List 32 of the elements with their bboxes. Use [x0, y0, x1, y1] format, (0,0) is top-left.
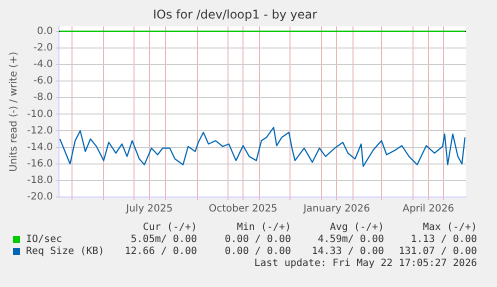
y-tick-label: -18.0 [27, 175, 53, 186]
text: Last update: Fri May 22 17:05:27 2026 [254, 258, 477, 270]
y-tick-label: -8.0 [33, 92, 53, 104]
text: 1.13 / 0.00 [410, 234, 477, 246]
y-tick-label: -14.0 [27, 142, 53, 153]
text: Avg (-/+) [330, 222, 384, 234]
text: Cur (-/+) [142, 222, 197, 234]
text: Max (-/+) [422, 222, 477, 234]
text: 14.33 / 0.00 [312, 246, 384, 258]
text: 0.00 / 0.00 [224, 246, 291, 258]
y-tick-label: -20.0 [27, 192, 53, 203]
chart-title: IOs for /dev/loop1 - by year [152, 7, 318, 22]
legend-label: IO/sec [26, 234, 62, 246]
y-tick-label: -12.0 [27, 125, 53, 136]
text: 4.59m/ 0.00 [318, 234, 384, 246]
text: 131.07 / 0.00 [398, 246, 477, 258]
y-tick-label: -4.0 [33, 59, 53, 70]
text: 5.05m/ 0.00 [130, 234, 197, 246]
y-tick-label: -10.0 [27, 108, 53, 120]
text: 0.00 / 0.00 [224, 234, 291, 246]
x-tick-label: January 2026 [302, 204, 370, 215]
y-tick-label: -2.0 [33, 42, 53, 54]
x-tick-label: October 2025 [208, 204, 278, 215]
y-tick-label: -6.0 [33, 76, 53, 87]
legend-label: Req Size (KB) [26, 246, 104, 258]
x-tick-label: July 2025 [125, 204, 173, 215]
y-tick-label: 0.0 [36, 26, 53, 37]
y-tick-label: -16.0 [27, 158, 53, 170]
x-tick-label: April 2026 [402, 204, 454, 215]
text: Min (-/+) [236, 222, 291, 234]
text: 12.66 / 0.00 [124, 246, 197, 258]
y-axis-title: Units read (-) / write (+) [8, 52, 20, 172]
